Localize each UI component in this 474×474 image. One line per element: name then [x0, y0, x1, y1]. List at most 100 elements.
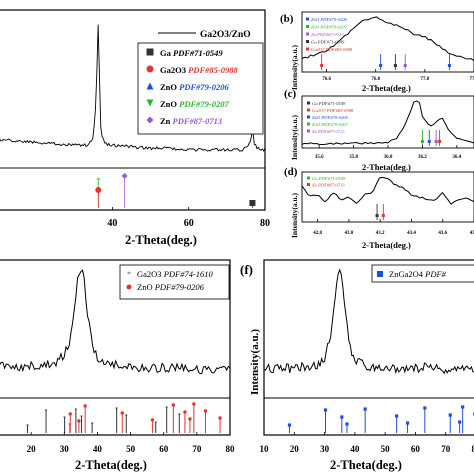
- panel-c-ylabel: Intensity(a.u.): [290, 114, 299, 160]
- panel-f-ref-marker: [423, 406, 427, 410]
- x-tick-label: 60: [411, 444, 421, 454]
- panel-f-plot: [263, 268, 474, 375]
- x-tick-label: 20: [290, 444, 300, 454]
- panel-f-reference-sticks: [287, 405, 474, 433]
- panel-e-ref-marker: [203, 409, 208, 413]
- panel-e-trace: [0, 269, 231, 375]
- panel-a-ref-marker: [95, 187, 102, 193]
- legend-marker-triangle-up: [146, 82, 154, 90]
- panel-e-ref-marker: *: [154, 421, 157, 427]
- panel-d-trace: [301, 176, 474, 205]
- e-legend-marker: [126, 284, 132, 290]
- panel-c-xlabel: 2-Theta(deg.): [362, 162, 411, 172]
- panel-b-ylabel: Intensity(a.u.): [290, 44, 299, 90]
- panel-f-legend-box: [371, 264, 474, 283]
- x-tick-label: 10: [260, 444, 270, 454]
- e-legend-marker: *: [127, 270, 131, 279]
- x-tick-label: 36.4: [452, 155, 461, 160]
- legend-box: [137, 42, 264, 135]
- panel-b-plot: [301, 16, 474, 70]
- panel-a-ref-marker: [249, 200, 256, 206]
- panel-f-ref-marker: [363, 407, 367, 411]
- panel-e-ref-marker: [192, 402, 196, 406]
- f-legend-name: ZnGa2O4: [389, 269, 425, 279]
- panel-e-legend: * Ga2O3 PDF#74-1610 ZnO PDF#79-0206: [126, 269, 214, 292]
- panel-e-ref-marker: *: [80, 415, 83, 421]
- f-legend-label: ZnGa2O4 PDF#: [389, 269, 447, 279]
- x-tick-label: 40: [350, 444, 360, 454]
- inset-legend-marker: [307, 108, 310, 112]
- panel-f-ref-marker: [395, 414, 399, 418]
- panel-e-ref-marker: [77, 419, 81, 423]
- inset-legend-label: Zn PDF#87-0713: [312, 183, 345, 188]
- panel-f-tag: (f): [240, 262, 253, 277]
- panel-b-trace: [301, 16, 474, 62]
- panel-a-legend-line: Ga2O3/ZnO: [158, 30, 251, 40]
- panel-e-ref-marker: *: [125, 414, 128, 420]
- panel-a-trace: [0, 24, 266, 152]
- x-tick-label: 80: [260, 218, 270, 229]
- panel-e-ref-marker: [171, 403, 176, 407]
- inset-legend-marker: [306, 40, 309, 43]
- inset-legend-label: ZnO PDF#79-0206: [311, 17, 348, 22]
- e-legend-pdf: PDF#74-1610: [163, 269, 214, 279]
- inset-legend-label: ZnO PDF#79-0207: [311, 25, 348, 30]
- panel-f-ref-marker: [405, 421, 410, 425]
- panel-a-x-ticks: 40 60 80: [107, 207, 270, 229]
- legend-label: ZnO PDF#79-0207: [160, 99, 229, 109]
- panel-f: (f) Intensity(a.u.) ZnGa2O4 PDF# 10 20 30 4…: [240, 259, 474, 472]
- legend-pdf: PDF#79-0207: [179, 99, 229, 109]
- panel-e-ref-marker: *: [165, 406, 168, 412]
- x-tick-label: 50: [126, 444, 136, 454]
- f-legend-pdf: PDF#: [424, 269, 447, 279]
- legend-pdf: PDF#79-0206: [179, 82, 229, 92]
- inset-legend-label: Ga2O3 PDF#85-0988: [312, 108, 354, 113]
- x-tick-label: 30: [320, 444, 330, 454]
- x-tick-label: 42.8: [313, 231, 322, 236]
- panel-a-plot: [0, 24, 266, 152]
- panel-d: (d) Intensity(a.u.) Ga PDF#71-0549 Zn PDF…: [284, 166, 474, 250]
- inset-legend-label: Ga PDF#71-0549: [311, 40, 345, 45]
- x-tick-label: 35.8: [349, 155, 358, 160]
- inset-legend-label: Zn PDF#87-0713: [312, 129, 345, 134]
- panel-b-ref-marker: [447, 64, 451, 67]
- panel-e-ref-marker: [150, 418, 155, 422]
- panel-c-legend: Ga PDF#71-0549 Ga2O3 PDF#85-0988 ZnO PDF#7…: [307, 101, 354, 134]
- panel-e-ref-marker: *: [26, 424, 29, 430]
- panel-e-ref-marker: [218, 416, 222, 420]
- panel-f-ref-marker: [345, 422, 349, 426]
- legend-label: Zn PDF#87-0713: [160, 116, 223, 126]
- legend-marker-square: [146, 48, 154, 56]
- panel-d-ref-marker: [375, 214, 379, 217]
- e-legend-name: ZnO: [137, 282, 155, 292]
- panel-c: (c) Intensity(a.u.) Ga PDF#71-0549 Ga2O3 …: [284, 88, 474, 172]
- panel-c-trace: [301, 100, 474, 146]
- panel-b-ref-marker: [320, 64, 324, 67]
- x-tick-label: 76.6: [322, 77, 331, 82]
- inset-legend-marker: [307, 176, 310, 180]
- panel-f-ref-marker: [461, 405, 465, 409]
- panel-d-legend: Ga PDF#71-0549 Zn PDF#87-0713: [307, 176, 346, 188]
- inset-legend-marker: [307, 115, 310, 119]
- inset-legend-label: Ga PDF#71-0549: [312, 176, 346, 181]
- e-legend-label: ZnO PDF#79-0206: [137, 282, 205, 292]
- panel-e: ************ * Ga2O3 PDF#74-1610 ZnO PDF#7…: [0, 259, 235, 472]
- panel-a-legend-refs: Ga PDF#71-0549 Ga2O3 PDF#85-0988 ZnO PDF#7…: [137, 42, 264, 135]
- x-tick-label: 80: [472, 444, 474, 454]
- x-tick-label: 77.2: [470, 77, 474, 82]
- legend-label: Ga2O3 PDF#85-0988: [160, 65, 238, 75]
- panel-c-x-ticks: 35.6 35.8 36.0 36.2 36.4: [315, 145, 462, 160]
- legend-name: ZnO: [160, 82, 179, 92]
- legend-marker-circle: [146, 65, 154, 73]
- x-tick-label: 60: [159, 444, 169, 454]
- panel-b-legend: ZnO PDF#79-0206 ZnO PDF#79-0207 Zn PDF#87-…: [306, 17, 353, 52]
- panel-d-ref-marker: [381, 214, 385, 217]
- legend-name: Ga2O3: [160, 65, 188, 75]
- panel-f-frame: [263, 259, 474, 436]
- x-tick-label: 30: [60, 444, 70, 454]
- x-tick-label: 35.6: [315, 155, 324, 160]
- inset-legend-label: Zn PDF#87-0713: [311, 32, 344, 37]
- legend-marker-triangle-down: [146, 99, 154, 107]
